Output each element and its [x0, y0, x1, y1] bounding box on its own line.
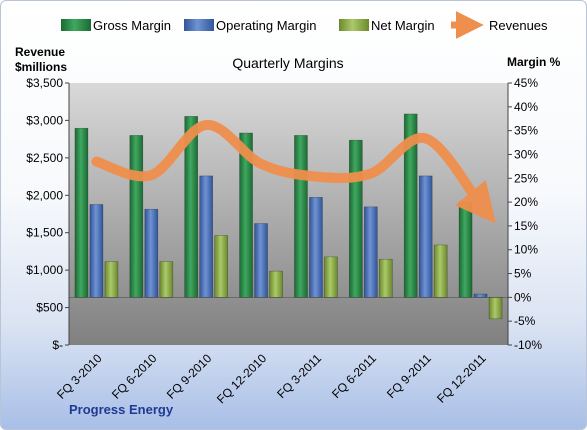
bar-gross-margin	[74, 127, 89, 298]
legend-swatch-net-margin	[339, 19, 369, 31]
left-tick-label: $2,500	[26, 151, 63, 165]
legend-label-net-margin: Net Margin	[371, 18, 435, 33]
left-tick-label: $2,000	[26, 188, 63, 202]
bar-net-margin	[159, 261, 174, 298]
right-tick-label: -10%	[514, 338, 542, 352]
right-tick-label: 5%	[514, 267, 532, 281]
bar-operating-margin	[254, 223, 268, 298]
legend-swatch-gross-margin	[61, 19, 91, 31]
legend-label-gross-margin: Gross Margin	[93, 18, 171, 33]
left-tick-label: $3,500	[26, 76, 63, 90]
right-tick-label: 40%	[514, 100, 538, 114]
left-tick-label: $1,500	[26, 226, 63, 240]
right-tick-label: 30%	[514, 147, 538, 161]
bars	[69, 113, 508, 320]
bar-operating-margin	[364, 206, 378, 298]
x-tick-label: FQ 6-2011	[329, 351, 379, 401]
bar-operating-margin	[309, 197, 323, 298]
bar-gross-margin	[129, 135, 144, 298]
bar-operating-margin	[473, 293, 488, 298]
bar-net-margin	[433, 244, 448, 298]
legend-item-operating-margin: Operating Margin	[184, 18, 316, 33]
company-label: Progress Energy	[69, 402, 174, 417]
legend-item-net-margin: Net Margin	[339, 18, 435, 33]
bar-net-margin	[324, 256, 338, 298]
bar-gross-margin	[294, 135, 308, 298]
right-tick-label: 25%	[514, 171, 538, 185]
bar-net-margin	[379, 258, 393, 298]
x-tick-label: FQ 3-2010	[54, 351, 105, 402]
x-tick-label: FQ 3-2011	[274, 351, 324, 401]
revenue-line-group	[91, 119, 496, 224]
legend-item-revenues: Revenues	[451, 11, 548, 39]
x-axis-ticks: FQ 3-2010 FQ 6-2010 FQ 9-2010 FQ 12-2010 FQ …	[54, 351, 489, 406]
revenues-line	[91, 119, 496, 224]
x-tick-label: FQ 12-2011	[434, 351, 489, 406]
bar-net-margin	[488, 297, 503, 320]
x-tick-label: FQ 9-2011	[384, 351, 434, 401]
legend-label-operating-margin: Operating Margin	[216, 18, 316, 33]
right-tick-label: 15%	[514, 219, 538, 233]
bar-gross-margin	[458, 201, 473, 298]
x-tick-label: FQ 9-2010	[164, 351, 215, 402]
left-axis-ticks: $- $500 $1,000 $1,500 $2,000 $2,500 $3,000 $3,5…	[26, 76, 69, 352]
right-tick-label: 10%	[514, 243, 538, 257]
left-tick-label: $500	[36, 301, 63, 315]
legend-item-gross-margin: Gross Margin	[61, 18, 171, 33]
bar-net-margin	[104, 261, 119, 298]
right-tick-label: 0%	[514, 290, 532, 304]
left-tick-label: $3,000	[26, 113, 63, 127]
left-axis-label-line1: Revenue	[15, 45, 65, 59]
bar-gross-margin	[349, 139, 363, 298]
right-axis-ticks: -10% -5% 0% 5% 10% 15% 20% 25% 30% 35% 40% 45%	[508, 76, 542, 352]
left-tick-label: $-	[52, 338, 63, 352]
bar-operating-margin	[144, 208, 159, 298]
left-tick-label: $1,000	[26, 263, 63, 277]
bar-net-margin	[214, 235, 228, 298]
chart-title: Quarterly Margins	[232, 55, 343, 71]
right-tick-label: 35%	[514, 124, 538, 138]
right-axis-label: Margin %	[507, 55, 561, 69]
right-tick-label: -5%	[514, 314, 536, 328]
bar-operating-margin	[89, 204, 104, 298]
legend-label-revenues: Revenues	[489, 18, 548, 33]
right-tick-label: 20%	[514, 195, 538, 209]
x-tick-label: FQ 6-2010	[109, 351, 160, 402]
x-tick-label: FQ 12-2010	[214, 351, 269, 406]
left-axis-label-line2: $millions	[15, 60, 67, 74]
right-tick-label: 45%	[514, 76, 538, 90]
legend: Gross Margin Operating Margin Net Margin…	[61, 11, 548, 39]
bar-operating-margin	[418, 175, 433, 298]
legend-swatch-operating-margin	[184, 19, 214, 31]
bar-operating-margin	[199, 175, 213, 298]
bar-net-margin	[269, 270, 283, 298]
